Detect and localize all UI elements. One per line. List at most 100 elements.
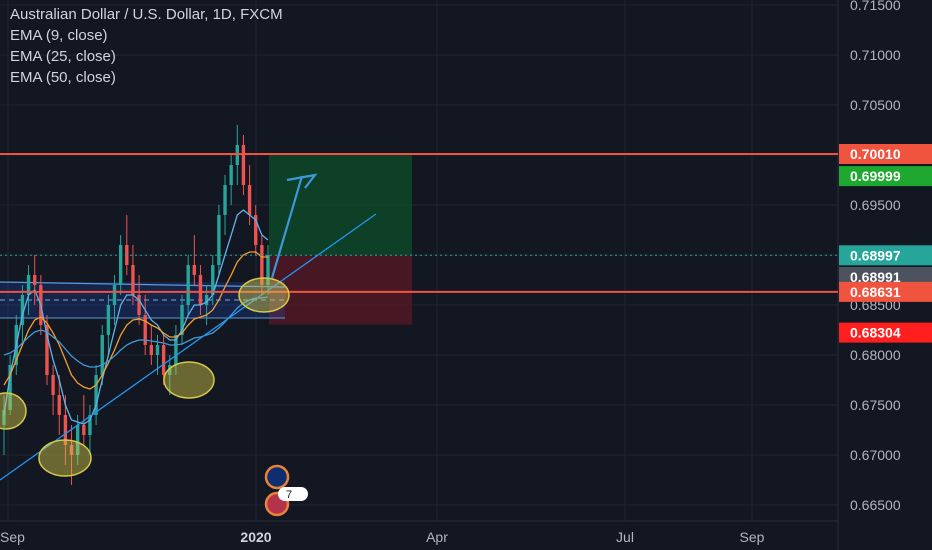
touch-highlight xyxy=(163,361,215,399)
economic-events: 7 xyxy=(264,464,308,517)
candle-body xyxy=(94,375,98,415)
target-arrow-head xyxy=(286,173,318,189)
time-axis-tick: Sep xyxy=(0,529,25,545)
target-arrow-shaft xyxy=(270,175,304,279)
price-label-text: 0.68991 xyxy=(850,269,901,285)
candle-body xyxy=(2,410,6,425)
candle xyxy=(57,375,61,435)
candle-body xyxy=(155,345,160,355)
time-axis-tick: Jul xyxy=(616,529,634,545)
candle xyxy=(186,255,190,315)
candle-body xyxy=(51,375,55,395)
candle-body xyxy=(192,265,197,275)
candle xyxy=(198,265,203,315)
candle xyxy=(51,365,55,415)
time-axis-tick: 2020 xyxy=(240,529,271,545)
price-label-text: 0.68631 xyxy=(850,284,901,300)
event-badge xyxy=(278,487,308,501)
candle-body xyxy=(63,415,68,445)
candle xyxy=(223,175,227,235)
price-axis-tick: 0.71000 xyxy=(850,47,901,63)
price-label: 0.70010 xyxy=(839,144,932,164)
candle-body xyxy=(149,345,154,355)
candle-body xyxy=(88,415,92,435)
candle xyxy=(106,295,111,355)
candle-body xyxy=(112,285,117,305)
candle-body xyxy=(266,255,270,285)
price-label-bg xyxy=(839,245,932,266)
price-label-text: 0.69999 xyxy=(850,168,901,184)
touch-highlight xyxy=(38,439,92,477)
candle xyxy=(45,315,49,385)
candle-body xyxy=(198,275,203,305)
candle-body xyxy=(161,345,166,375)
price-label-text: 0.68304 xyxy=(850,325,901,341)
price-axis-tick: 0.70500 xyxy=(850,97,901,113)
candle xyxy=(229,155,233,205)
price-axis-tick: 0.71500 xyxy=(850,0,901,13)
price-axis-tick: 0.67500 xyxy=(850,397,901,413)
au-flag-icon xyxy=(264,464,290,490)
candle-body xyxy=(100,335,104,375)
candle-body xyxy=(223,185,227,215)
candle xyxy=(75,415,80,465)
price-label: 0.68304 xyxy=(839,322,932,343)
price-axis-tick: 0.67000 xyxy=(850,447,901,463)
candle xyxy=(192,235,197,285)
candle-body xyxy=(260,245,264,285)
grid xyxy=(0,0,838,521)
candle-body xyxy=(217,215,221,265)
candle-body xyxy=(174,335,178,365)
candle xyxy=(241,135,246,195)
candle-body xyxy=(254,215,258,245)
candle-body xyxy=(180,305,184,335)
candle xyxy=(118,235,123,295)
profit-zone xyxy=(269,154,412,256)
support-channel-top xyxy=(0,281,286,288)
candle-body xyxy=(241,145,246,185)
price-label-bg xyxy=(839,144,932,164)
candle xyxy=(180,295,184,345)
candle-body xyxy=(106,305,111,335)
price-label-bg xyxy=(839,322,932,343)
touch-highlight xyxy=(238,277,290,313)
candle-body xyxy=(57,395,61,415)
price-axis: 0.715000.710000.705000.700000.695000.690… xyxy=(839,0,932,513)
event-badge-count: 7 xyxy=(286,489,292,501)
candle xyxy=(266,245,270,295)
candle-body xyxy=(45,325,49,375)
candle-body xyxy=(75,425,80,455)
candle-body xyxy=(137,295,141,315)
candle-body xyxy=(204,295,209,305)
candle-body xyxy=(143,315,147,345)
touch-highlight xyxy=(0,392,27,430)
candle-body xyxy=(20,295,25,325)
candle xyxy=(8,355,12,415)
candle xyxy=(88,405,92,455)
candle xyxy=(254,205,258,255)
candle-body xyxy=(247,185,252,215)
ascending-trendline xyxy=(0,213,377,481)
candle xyxy=(174,325,178,375)
price-label-bg xyxy=(839,166,932,187)
candle xyxy=(125,215,129,275)
time-axis: Sep 2020 Apr Jul Sep xyxy=(0,529,765,545)
price-label-text: 0.68997 xyxy=(850,247,901,263)
candle-body xyxy=(118,245,123,285)
candle xyxy=(260,235,264,295)
candle xyxy=(143,295,147,355)
candle-body xyxy=(8,365,12,410)
candle xyxy=(33,255,37,305)
price-label-bg xyxy=(839,281,932,302)
ema-line-1 xyxy=(3,251,268,390)
candle xyxy=(112,275,117,325)
candle-body xyxy=(211,265,215,295)
candle xyxy=(26,265,31,315)
candle xyxy=(211,255,215,305)
candle-body xyxy=(82,425,86,435)
price-axis-tick: 0.68000 xyxy=(850,347,901,363)
candle-body xyxy=(131,265,135,295)
price-label-text: 0.70010 xyxy=(850,146,901,162)
